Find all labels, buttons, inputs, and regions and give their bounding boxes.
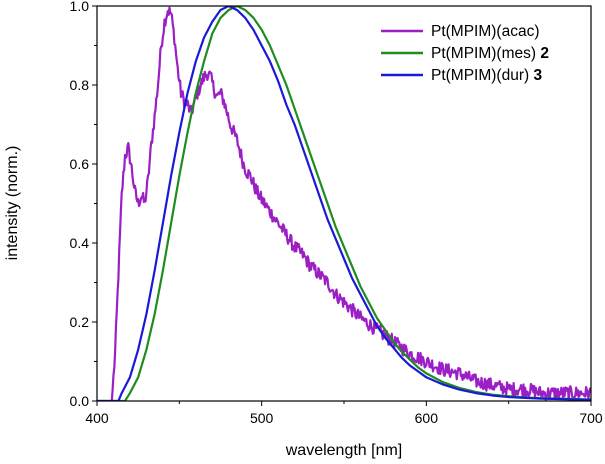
y-axis: 0.0 0.2 0.4 0.6 0.8 1.0 xyxy=(70,0,97,409)
plot-frame xyxy=(96,5,592,402)
series-line-2 xyxy=(97,6,591,401)
y-tick-label: 1.0 xyxy=(70,0,90,14)
legend: Pt(MPIM)(acac) Pt(MPIM)(mes) 2 Pt(MPIM)(du… xyxy=(381,23,549,84)
legend-entry: Pt(MPIM)(mes) 2 xyxy=(431,45,549,62)
x-tick-label: 400 xyxy=(85,410,109,426)
series-layer xyxy=(97,6,591,401)
y-tick-label: 0.0 xyxy=(70,393,90,409)
x-tick-label: 500 xyxy=(250,410,274,426)
y-tick-label: 0.4 xyxy=(70,235,90,251)
y-tick-label: 0.6 xyxy=(70,156,90,172)
x-axis: 400 500 600 700 xyxy=(85,401,603,426)
x-axis-label: wavelength [nm] xyxy=(285,442,403,459)
x-tick-label: 700 xyxy=(579,410,603,426)
x-tick-label: 600 xyxy=(415,410,439,426)
y-tick-label: 0.8 xyxy=(70,77,90,93)
legend-entry: Pt(MPIM)(acac) xyxy=(431,23,540,40)
y-tick-label: 0.2 xyxy=(70,314,90,330)
legend-entry: Pt(MPIM)(dur) 3 xyxy=(431,67,542,84)
y-axis-label: intensity (norm.) xyxy=(4,146,21,261)
series-line-3 xyxy=(97,6,591,401)
